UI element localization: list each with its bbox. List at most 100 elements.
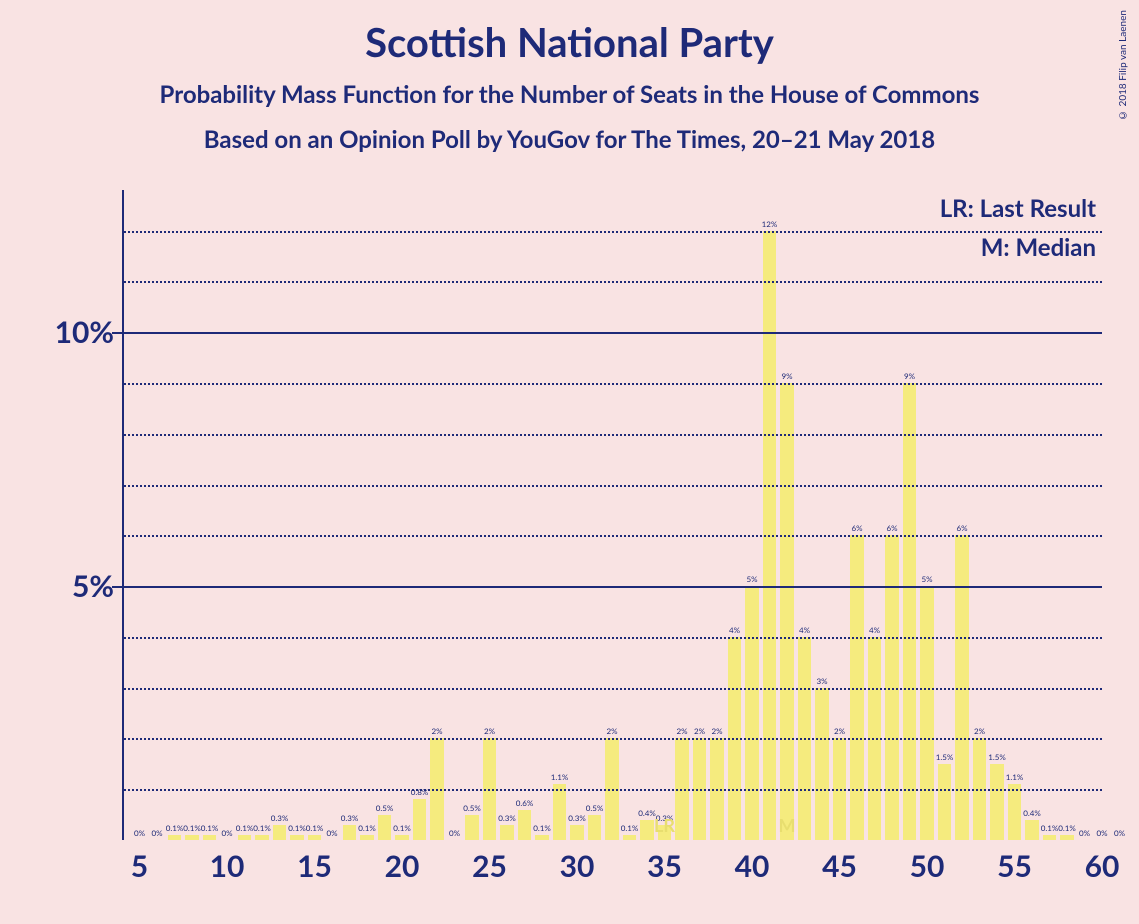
gridline-major [124,332,1102,334]
bar-value-label: 0.1% [1041,823,1059,833]
bar-value-label: 0.3% [271,813,289,823]
bar-value-label: 4% [729,625,740,635]
bar-value-label: 1.5% [936,752,954,762]
bar: 0.6% [518,810,531,840]
bar-value-label: 4% [869,625,880,635]
bar-value-label: 2% [694,726,705,736]
bar: 0.1% [535,835,548,840]
bar-value-label: 0.1% [236,823,254,833]
bar-value-label: 6% [956,523,967,533]
bar-value-label: 0.5% [586,803,604,813]
bar: 0.1% [360,835,373,840]
median-marker: M [778,814,795,836]
chart-subtitle-2: Based on an Opinion Poll by YouGov for T… [0,125,1139,154]
gridline-minor [124,281,1102,283]
bar: 3% [815,688,828,840]
bar-value-label: 1.5% [988,752,1006,762]
bar: 1.1% [553,784,566,840]
bar-value-label: 0.3% [568,813,586,823]
bar-value-label: 0% [134,828,145,838]
x-tick-label: 5 [131,848,148,884]
bar: 1.5% [990,764,1003,840]
bar-value-label: 2% [676,726,687,736]
x-tick-label: 55 [997,848,1032,884]
bar-value-label: 0.1% [166,823,184,833]
y-tick-label: 5% [24,568,114,604]
x-tick-label: 25 [472,848,507,884]
bar: 0.3% [343,825,356,840]
x-tick-label: 50 [910,848,945,884]
bar-value-label: 0.1% [253,823,271,833]
bar: 0.1% [623,835,636,840]
title-block: Scottish National Party Probability Mass… [0,0,1139,154]
copyright-text: © 2018 Filip van Laenen [1117,10,1129,121]
pmf-chart: LR: Last Result M: Median 0%0%0.1%0.1%0.… [122,190,1102,840]
bar: 0.5% [378,815,391,840]
bars-container: 0%0%0.1%0.1%0.1%0%0.1%0.1%0.3%0.1%0.1%0%… [122,190,1102,840]
bar: 0.3% [500,825,513,840]
bar-value-label: 0% [151,828,162,838]
bar: 0.4% [640,820,653,840]
bar-value-label: 5% [921,574,932,584]
bar-value-label: 5% [746,574,757,584]
bar: 0.3% [273,825,286,840]
bar-value-label: 0.1% [288,823,306,833]
bar: 9% [903,383,916,840]
bar-value-label: 0% [449,828,460,838]
chart-subtitle-1: Probability Mass Function for the Number… [0,80,1139,109]
bar-value-label: 6% [886,523,897,533]
x-tick-label: 40 [735,848,770,884]
bar-value-label: 0.4% [1023,808,1041,818]
bar-value-label: 0.6% [516,798,534,808]
bar: 0.1% [308,835,321,840]
bar-value-label: 0.1% [393,823,411,833]
bar-value-label: 1.1% [1006,772,1024,782]
bar-value-label: 0% [1114,828,1125,838]
bar: 1.5% [938,764,951,840]
bar: 5% [745,586,758,840]
x-tick-label: 35 [647,848,682,884]
bar: 0.1% [1060,835,1073,840]
x-tick-label: 45 [822,848,857,884]
bar-value-label: 0.5% [376,803,394,813]
bar-value-label: 0.1% [533,823,551,833]
bar: 0.5% [588,815,601,840]
bar-value-label: 0.1% [183,823,201,833]
bar: 0.4% [1025,820,1038,840]
bar-value-label: 2% [431,726,442,736]
bar-value-label: 0.3% [498,813,516,823]
bar-value-label: 3% [816,676,827,686]
bar-value-label: 4% [799,625,810,635]
bar-value-label: 0.3% [341,813,359,823]
bar-value-label: 12% [762,219,778,229]
bar-value-label: 0% [221,828,232,838]
bar-value-label: 2% [606,726,617,736]
gridline-minor [124,738,1102,740]
bar: 0.1% [395,835,408,840]
last-result-marker: LR [654,814,675,836]
bar: 0.5% [465,815,478,840]
bar: 0.1% [203,835,216,840]
bar-value-label: 0.1% [621,823,639,833]
bar-value-label: 1.1% [551,772,569,782]
gridline-minor [124,637,1102,639]
bar: 0.1% [1043,835,1056,840]
bar: 0.1% [185,835,198,840]
bar: 5% [920,586,933,840]
bar-value-label: 9% [904,371,915,381]
bar-value-label: 0% [1096,828,1107,838]
x-tick-label: 15 [297,848,332,884]
bar-value-label: 6% [851,523,862,533]
x-tick-label: 10 [210,848,245,884]
bar: 0.1% [238,835,251,840]
bar-value-label: 0.5% [463,803,481,813]
gridline-minor [124,231,1102,233]
gridline-minor [124,485,1102,487]
bar: 0.1% [168,835,181,840]
bar-value-label: 2% [484,726,495,736]
bar: 0.8% [413,799,426,840]
gridline-minor [124,434,1102,436]
x-tick-label: 20 [385,848,420,884]
bar: 1.1% [1008,784,1021,840]
gridline-minor [124,535,1102,537]
